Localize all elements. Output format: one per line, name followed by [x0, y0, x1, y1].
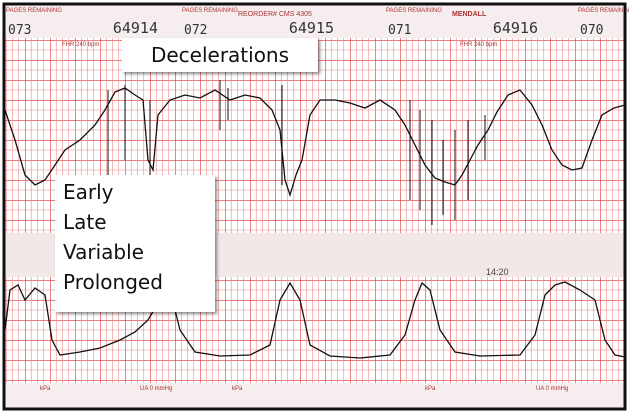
title-box: Decelerations [122, 38, 318, 72]
pages-remaining: PAGES REMAINING [578, 8, 629, 14]
fhr-label: FHR 240 bpm [62, 42, 99, 48]
ua-label: UA 0 mmHg [536, 386, 568, 392]
page-number: 073 [8, 23, 31, 38]
kpa-label: kPa [232, 386, 243, 392]
page-number: 070 [580, 23, 603, 38]
page-number: 072 [184, 23, 207, 38]
reorder: REORDER# CMS 4305 [238, 11, 312, 18]
list-item: Variable [63, 237, 215, 267]
page-number: 071 [388, 23, 411, 38]
kpa-label: kPa [425, 386, 436, 392]
page-code: 64916 [493, 19, 538, 37]
brand: MENDALL [452, 11, 487, 18]
page-code: 64915 [289, 19, 334, 37]
fhr-label: FHR 240 bpm [460, 42, 497, 48]
slide: PAGES REMAINING 073 64914 PAGES REMAINING 07… [0, 0, 629, 413]
ua-label: UA 0 mmHg [140, 386, 172, 392]
footer-band [4, 383, 625, 409]
pages-remaining: PAGES REMAINING [182, 8, 238, 14]
list-item: Late [63, 207, 215, 237]
kpa-label: kPa [40, 386, 51, 392]
list-item: Early [63, 177, 215, 207]
time-mark: 14:20 [486, 267, 509, 277]
pages-remaining: PAGES REMAINING [386, 8, 442, 14]
list-item: Prolonged [63, 267, 215, 297]
page-code: 64914 [113, 19, 158, 37]
pages-remaining: PAGES REMAINING [6, 8, 62, 14]
